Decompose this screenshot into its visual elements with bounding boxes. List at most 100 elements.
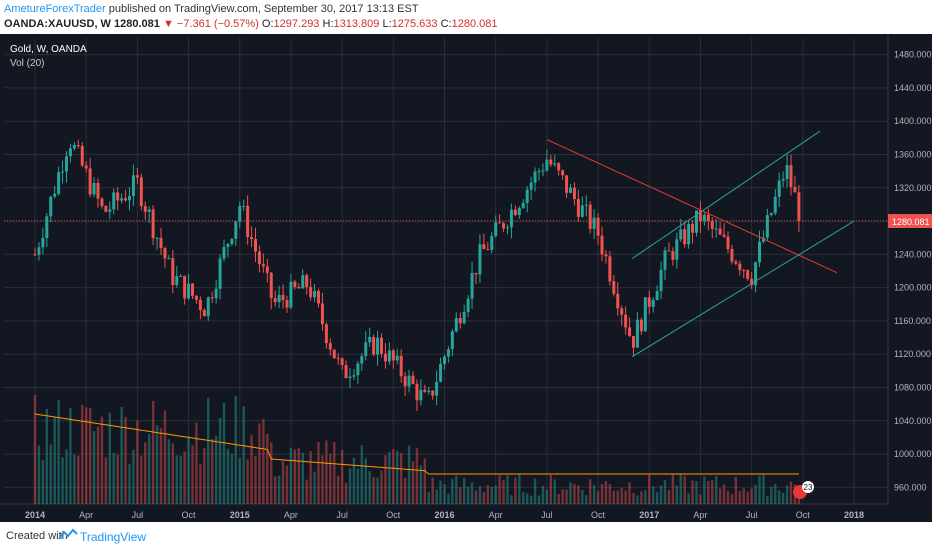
volume-bar	[140, 455, 143, 504]
candle-body	[509, 209, 513, 228]
candle-body	[470, 272, 474, 299]
volume-bar	[37, 445, 41, 504]
volume-bar	[81, 404, 84, 504]
volume-bar	[258, 423, 261, 504]
candle-body	[210, 297, 214, 299]
volume-bar	[533, 478, 537, 504]
candle-body	[88, 168, 92, 195]
author-link[interactable]: AmetureForexTrader	[4, 3, 106, 15]
open-value: 1297.293	[273, 18, 320, 30]
x-tick-label: Oct	[796, 510, 811, 520]
volume-bar	[612, 490, 616, 504]
volume-bar	[569, 482, 572, 504]
volume-bar	[474, 490, 478, 504]
volume-bar	[667, 489, 671, 504]
volume-bar	[419, 465, 423, 504]
x-tick-label: Jul	[132, 510, 144, 520]
candle-body	[738, 263, 742, 271]
volume-bar	[325, 440, 328, 504]
volume-bar	[175, 455, 178, 504]
volume-bar	[392, 449, 395, 504]
x-tick-label: Oct	[182, 510, 197, 520]
candle-body	[695, 210, 698, 233]
candle-body	[742, 270, 746, 272]
candle-body	[92, 182, 96, 195]
candle-body	[143, 206, 147, 212]
events-count-bg	[802, 481, 814, 493]
candle-body	[565, 175, 569, 193]
volume-bar	[124, 417, 127, 504]
x-tick-label: Apr	[489, 510, 503, 520]
candle-body	[482, 244, 486, 250]
candle-body	[541, 170, 545, 172]
volume-bar	[207, 397, 210, 504]
candle-body	[356, 363, 360, 376]
events-count: 23	[804, 483, 813, 492]
candle-body	[364, 342, 368, 357]
volume-bar	[179, 455, 182, 504]
candle-body	[435, 381, 439, 396]
candle-body	[100, 198, 104, 207]
volume-bar	[718, 488, 722, 504]
candle-body	[41, 237, 45, 248]
candle-body	[419, 389, 423, 401]
volume-bar	[620, 487, 623, 504]
volume-bar	[214, 435, 218, 504]
x-tick-label: Oct	[386, 510, 401, 520]
volume-bar	[789, 481, 793, 504]
volume-bar	[57, 399, 60, 504]
candle-body	[407, 375, 411, 387]
candle-body	[336, 358, 340, 360]
candle-body	[722, 234, 726, 237]
volume-bar	[581, 489, 584, 504]
volume-bar	[754, 484, 757, 504]
volume-bar	[498, 475, 501, 504]
price-chart[interactable]: 1480.000 1440.000 1400.000 1360.000 1320.000…	[0, 34, 932, 522]
volume-bar	[317, 442, 320, 504]
volume-bar	[372, 476, 375, 504]
candle-body	[226, 243, 230, 248]
volume-bar	[577, 485, 580, 504]
candle-body	[317, 290, 320, 304]
candle-body	[159, 237, 163, 249]
price-change: ▼ −7.361 (−0.57%)	[162, 18, 259, 30]
candle-body	[643, 297, 647, 332]
volume-bar	[585, 494, 588, 504]
volume-bar	[525, 493, 529, 504]
chart-area[interactable]: 1480.000 1440.000 1400.000 1360.000 1320.000…	[0, 34, 932, 522]
header: AmetureForexTrader published on TradingV…	[0, 0, 932, 34]
volume-bar	[451, 478, 454, 504]
volume-bar	[588, 479, 592, 504]
candle-body	[458, 317, 462, 324]
candle-body	[415, 383, 419, 401]
tradingview-brand[interactable]: TradingView	[80, 530, 147, 544]
candle-body	[498, 222, 502, 224]
candle-body	[391, 350, 395, 361]
candle-body	[608, 256, 612, 282]
candle-body	[305, 275, 309, 288]
candle-body	[218, 258, 222, 289]
candle-body	[49, 196, 53, 217]
candle-body	[777, 180, 781, 197]
candle-body	[698, 210, 702, 222]
volume-bar	[415, 448, 419, 504]
volume-bar	[368, 470, 371, 504]
candle-body	[187, 283, 191, 299]
legend-symbol: Gold, W, OANDA	[10, 44, 87, 55]
volume-bar	[230, 453, 234, 504]
candle-body	[128, 196, 131, 201]
volume-bar	[455, 475, 458, 504]
x-tick-label: Jul	[541, 510, 553, 520]
volume-bar	[431, 477, 434, 504]
candle-body	[202, 310, 206, 317]
x-tick-label: Oct	[591, 510, 606, 520]
volume-bar	[663, 480, 667, 504]
candle-body	[289, 281, 293, 308]
x-tick-label: 2015	[230, 510, 250, 520]
candle-body	[309, 287, 313, 298]
candle-body	[474, 272, 478, 275]
volume-bar	[352, 457, 356, 504]
candle-body	[387, 350, 391, 362]
volume-bar	[506, 475, 509, 504]
candle-body	[348, 376, 352, 379]
